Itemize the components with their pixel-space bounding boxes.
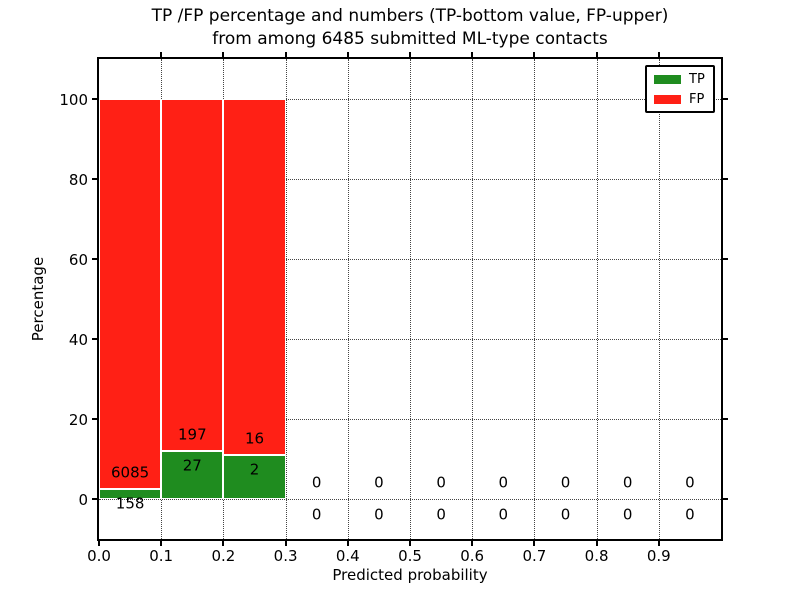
fp-legend-swatch <box>654 94 681 104</box>
bar-segment-fp <box>99 99 162 489</box>
x-tick-top <box>222 52 225 57</box>
y-tick-left <box>92 98 97 100</box>
y-tick-right <box>723 418 728 420</box>
x-tick-label: 0.1 <box>149 547 174 565</box>
x-tick-bottom <box>533 541 536 546</box>
x-tick-bottom <box>409 541 411 546</box>
v-gridline <box>534 59 536 539</box>
y-tick-label: 0 <box>78 491 88 509</box>
x-tick-bottom <box>595 541 598 546</box>
v-gridline <box>410 59 411 539</box>
x-tick-label: 0.6 <box>460 547 485 565</box>
bar-segment-tp <box>223 454 286 499</box>
x-tick-label: 0.9 <box>646 547 671 565</box>
x-tick-bottom <box>222 541 225 546</box>
y-tick-label: 80 <box>68 171 88 189</box>
fp-count-annotation: 0 <box>685 473 695 492</box>
tp-count-annotation: 158 <box>115 494 145 513</box>
chart-title-line2: from among 6485 submitted ML-type contac… <box>212 29 608 49</box>
tp-count-annotation: 27 <box>182 456 202 475</box>
bar-segment-tp <box>161 450 224 499</box>
bar-segment-fp <box>161 99 224 451</box>
x-tick-top <box>595 52 598 57</box>
fp-count-annotation: 197 <box>177 425 207 444</box>
y-tick-left <box>92 418 97 420</box>
fp-count-annotation: 0 <box>311 473 322 492</box>
x-tick-top <box>533 52 536 57</box>
y-tick-left <box>92 258 97 260</box>
fp-count-annotation: 0 <box>560 473 571 492</box>
legend-row-fp: FP <box>654 93 706 106</box>
v-gridline <box>285 59 287 539</box>
x-tick-label: 0.4 <box>335 547 360 565</box>
fp-count-annotation: 16 <box>244 429 265 448</box>
x-tick-label: 0.5 <box>398 547 422 565</box>
v-gridline <box>658 59 660 539</box>
tp-count-annotation: 0 <box>374 505 384 524</box>
fp-legend-label: FP <box>689 91 705 107</box>
tp-count-annotation: 0 <box>498 505 509 524</box>
x-tick-top <box>409 52 411 57</box>
tp-legend-swatch <box>654 74 681 84</box>
y-tick-left <box>92 338 97 340</box>
tp-count-annotation: 0 <box>560 505 571 524</box>
y-tick-right <box>723 178 728 180</box>
fp-count-annotation: 0 <box>374 473 384 492</box>
fp-count-annotation: 0 <box>498 473 509 492</box>
y-tick-left <box>92 178 97 180</box>
x-tick-bottom <box>160 541 163 546</box>
tp-count-annotation: 2 <box>249 460 260 479</box>
x-tick-label: 0.0 <box>87 547 111 565</box>
legend-row-tp: TP <box>654 73 706 86</box>
x-tick-top <box>160 52 163 57</box>
v-gridline <box>472 59 474 539</box>
bar-segment-fp <box>223 99 286 455</box>
y-tick-left <box>92 498 97 500</box>
tp-count-annotation: 0 <box>685 505 695 524</box>
x-tick-bottom <box>346 541 349 546</box>
tp-count-annotation: 0 <box>311 505 322 524</box>
plot-area <box>97 57 723 541</box>
tp-count-annotation: 0 <box>622 505 633 524</box>
y-tick-label: 20 <box>68 411 88 429</box>
x-tick-top <box>657 52 660 57</box>
x-axis-label: Predicted probability <box>332 566 488 584</box>
tp-count-annotation: 0 <box>436 505 446 524</box>
chart-title: TP /FP percentage and numbers (TP-bottom… <box>99 5 721 51</box>
tp-legend-label: TP <box>689 71 705 87</box>
v-gridline <box>347 59 349 539</box>
x-tick-top <box>284 52 287 57</box>
y-tick-right <box>723 498 728 500</box>
x-tick-top <box>471 52 474 57</box>
y-tick-right <box>723 258 728 260</box>
v-gridline <box>596 59 598 539</box>
fp-count-annotation: 6085 <box>111 463 150 482</box>
y-axis-label: Percentage <box>29 256 47 342</box>
chart-title-line1: TP /FP percentage and numbers (TP-bottom… <box>151 6 669 26</box>
x-tick-label: 0.7 <box>522 547 547 565</box>
y-tick-label: 60 <box>68 251 88 269</box>
x-tick-bottom <box>657 541 660 546</box>
bar-segment-tp <box>99 488 162 499</box>
x-tick-bottom <box>471 541 474 546</box>
y-tick-label: 100 <box>59 91 88 109</box>
y-tick-right <box>723 338 728 340</box>
x-tick-label: 0.8 <box>584 547 609 565</box>
y-tick-label: 40 <box>68 331 88 349</box>
x-tick-bottom <box>98 541 100 546</box>
fp-count-annotation: 0 <box>622 473 633 492</box>
x-tick-label: 0.3 <box>273 547 298 565</box>
y-tick-right <box>723 98 728 100</box>
x-tick-top <box>346 52 349 57</box>
x-tick-label: 0.2 <box>211 547 236 565</box>
x-tick-bottom <box>284 541 287 546</box>
legend: TP FP <box>645 65 715 113</box>
fp-count-annotation: 0 <box>436 473 446 492</box>
